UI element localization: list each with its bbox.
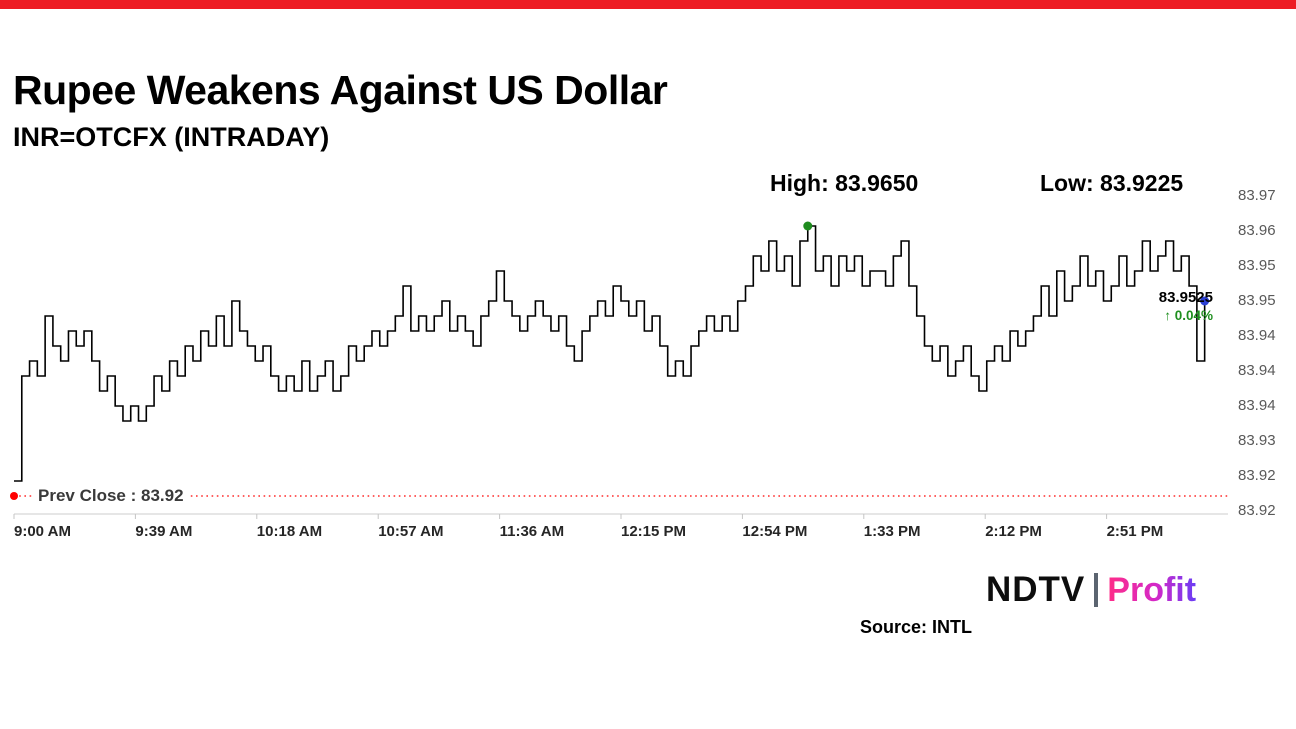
high-annotation: High: 83.9650 [770,170,919,196]
y-axis-tick-label: 83.94 [1238,362,1276,379]
page-title: Rupee Weakens Against US Dollar [13,67,668,113]
x-axis-tick-label: 12:15 PM [621,523,687,540]
x-axis-tick-label: 10:57 AM [378,523,444,540]
y-axis-tick-label: 83.96 [1238,222,1276,239]
x-axis-labels: 9:00 AM 9:39 AM 10:18 AM 10:57 AM 11:36 AM 12… [0,523,1296,545]
y-axis-tick-label: 83.93 [1238,432,1276,449]
brand-logo: NDTV Profit [986,570,1196,610]
x-axis-tick-label: 10:18 AM [256,523,323,540]
y-axis-labels: 83.97 83.96 83.95 83.95 83.94 83.94 83.94 83.93… [1238,0,1296,560]
x-axis-tick-label: 11:36 AM [499,523,565,540]
y-axis-tick-label: 83.95 [1238,292,1276,309]
logo-divider [1094,573,1099,607]
last-quote-callout: 83.9525 ↑ 0.04% [1063,289,1213,325]
y-axis-tick-label: 83.94 [1238,327,1276,344]
last-change-percent: ↑ 0.04% [1164,307,1213,323]
ndtv-logo-text: NDTV [986,570,1086,609]
x-axis-tick-label: 12:54 PM [742,523,808,540]
y-axis-tick-label: 83.92 [1238,502,1276,519]
y-axis-tick-label: 83.94 [1238,397,1276,414]
x-axis-tick-label: 1:33 PM [863,523,921,540]
source-label: Source: INTL [860,617,973,637]
low-annotation: Low: 83.9225 [1040,170,1184,196]
y-axis-tick-label: 83.92 [1238,467,1276,484]
instrument-subtitle: INR=OTCFX (INTRADAY) [13,122,330,152]
last-price-value: 83.9525 [1158,289,1213,306]
prev-close-annotation: Prev Close : 83.92 [33,486,189,506]
x-axis-tick-label: 9:00 AM [14,523,71,540]
x-axis-tick-label: 2:12 PM [985,523,1042,540]
profit-logo-text: Profit [1107,570,1197,609]
x-axis-tick-label: 9:39 AM [135,523,193,540]
y-axis-tick-label: 83.95 [1238,257,1276,274]
x-axis-tick-label: 2:51 PM [1106,523,1164,540]
y-axis-tick-label: 83.97 [1238,187,1276,204]
top-accent-bar [0,0,1296,9]
